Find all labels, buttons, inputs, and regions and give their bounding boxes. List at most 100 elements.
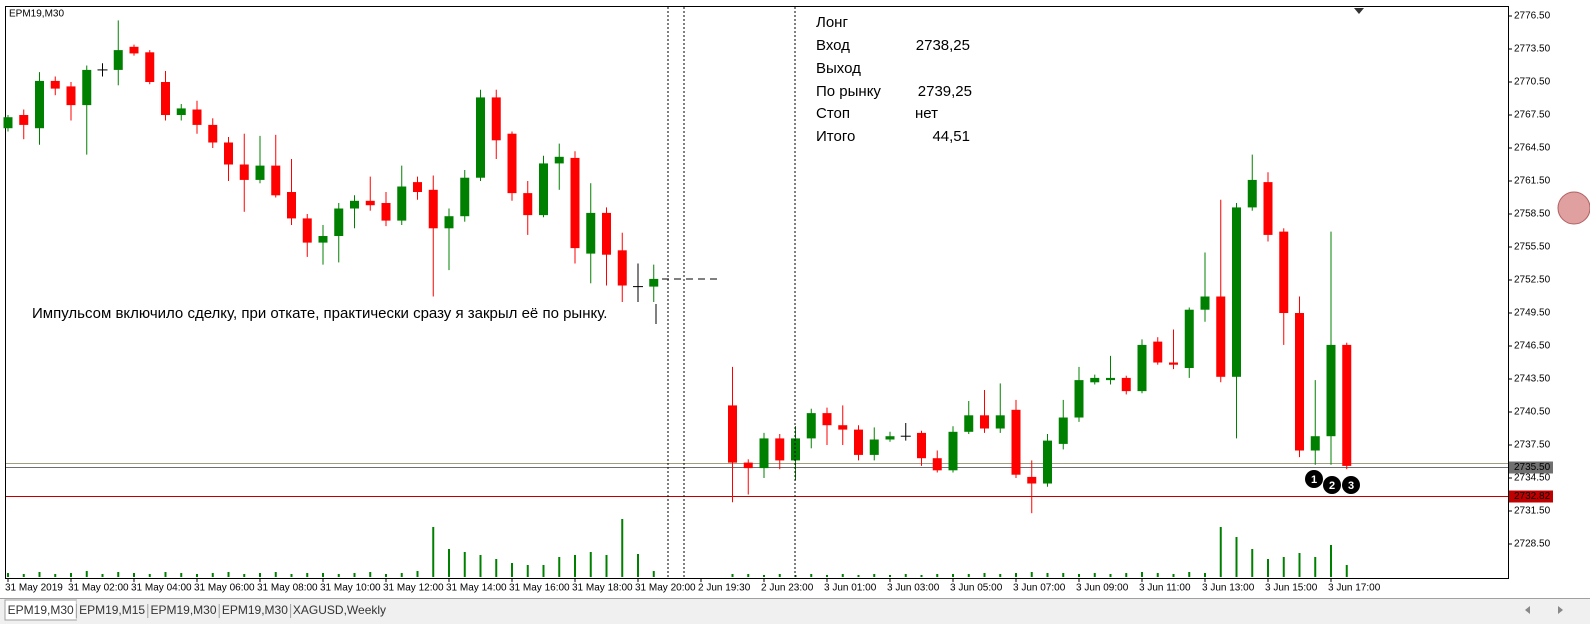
y-tick-label: 2773.50 [1514,44,1551,55]
x-tick-label: 31 May 04:00 [131,583,192,594]
info-label: Вход [816,37,850,54]
side-widget[interactable] [1557,191,1590,225]
tab[interactable] [219,600,291,620]
body [570,157,580,249]
body [523,193,533,216]
y-tick-label: 2743.50 [1514,374,1551,385]
tab-label[interactable]: XAGUSD,Weekly [293,603,386,617]
body [129,46,139,54]
body [224,142,233,165]
tab[interactable] [290,600,389,620]
body [854,429,863,455]
scroll-left[interactable] [1525,606,1530,614]
y-tick-label: 2776.50 [1514,11,1551,22]
info-label: Выход [816,60,861,77]
body [3,117,13,129]
y-tick-label: 2728.50 [1514,539,1551,550]
y-tick-label: 2734.50 [1514,473,1551,484]
y-tick-label: 2758.50 [1514,209,1551,220]
body [476,97,485,178]
tab-label[interactable]: EPM19,M30 [150,603,216,617]
x-tick-label: 3 Jun 01:00 [824,583,877,594]
tab-label[interactable]: EPM19,M30 [222,603,288,617]
body [350,200,359,209]
marker-circle [1323,476,1341,494]
body [491,97,501,141]
body [255,165,265,180]
body [743,462,753,469]
body [1216,296,1226,377]
tab[interactable] [76,600,148,620]
body [365,200,375,206]
info-label: Стоп [816,105,850,122]
body [1263,182,1273,235]
price-label: 2732.82 [1514,491,1551,502]
x-tick-label: 31 May 20:00 [635,583,696,594]
body [35,80,44,129]
annotation: Импульсом включило сделку, при откате, п… [32,305,607,322]
x-tick-label: 2 Jun 19:30 [698,583,751,594]
body [1279,231,1289,314]
marker-number: 1 [1311,474,1317,486]
body [1326,344,1336,437]
body [302,218,312,243]
x-tick-label: 2 Jun 23:00 [761,583,814,594]
info-label: Лонг [816,14,848,31]
price-label-bg [1509,490,1553,503]
info-value: 2739,25 [918,83,972,100]
body [208,124,218,143]
y-tick-label: 2740.50 [1514,407,1551,418]
x-tick-label: 3 Jun 15:00 [1265,583,1318,594]
body [822,413,832,426]
x-tick-label: 3 Jun 03:00 [887,583,940,594]
plot [3,20,1508,577]
body [1090,377,1100,383]
tab[interactable] [147,600,220,620]
body [239,164,249,180]
body [334,208,344,237]
body [806,413,816,439]
body [1310,436,1320,451]
body [728,405,737,463]
body [995,415,1005,429]
body [1295,313,1304,451]
body [791,438,800,461]
body [1121,377,1131,392]
info-label: По рынку [816,83,881,100]
marker-number: 2 [1329,480,1335,492]
body [381,203,391,221]
tab-label[interactable]: EPM19,M30 [8,603,74,617]
x-tick-label: 3 Jun 13:00 [1202,583,1255,594]
body [176,108,186,116]
body [917,432,926,459]
body [932,458,942,471]
body [885,436,895,440]
body [1153,341,1163,363]
y-tick-label: 2755.50 [1514,242,1551,253]
info-value: 2738,25 [916,37,970,54]
y-tick-label: 2737.50 [1514,440,1551,451]
body [428,189,438,229]
x-tick-label: 31 May 02:00 [68,583,129,594]
tab-label[interactable]: EPM19,M15 [79,603,145,617]
body [1137,344,1147,392]
y-tick-label: 2746.50 [1514,341,1551,352]
y-tick-label: 2770.50 [1514,77,1551,88]
body [1043,440,1052,484]
body [948,431,958,471]
x-tick-label: 3 Jun 07:00 [1013,583,1066,594]
body [1011,409,1021,475]
x-tick-label: 3 Jun 09:00 [1076,583,1129,594]
body [1232,207,1241,377]
body [19,115,29,125]
x-tick-label: 31 May 2019 [5,583,63,594]
scroll-right[interactable] [1558,606,1563,614]
y-tick-label: 2764.50 [1514,143,1551,154]
body [964,415,974,432]
body [1027,476,1037,484]
body [50,80,60,89]
body [554,156,564,164]
body [1106,377,1115,381]
body [869,439,879,455]
body [413,182,422,193]
